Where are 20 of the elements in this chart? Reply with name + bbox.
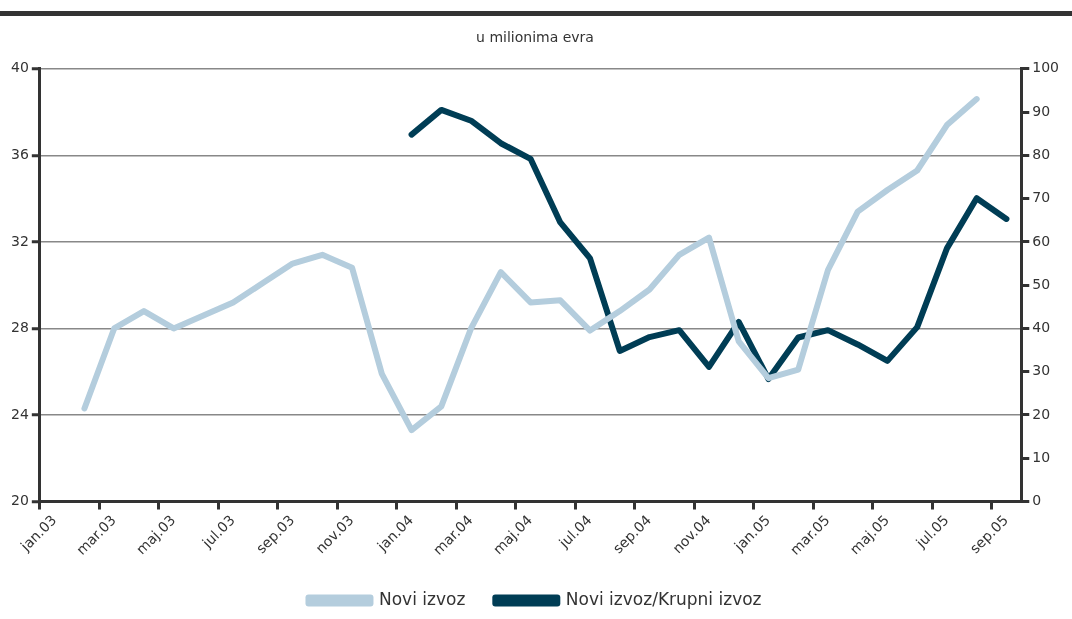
legend-label: Novi izvoz bbox=[378, 588, 466, 609]
y2-tick-label: 90 bbox=[1032, 102, 1051, 119]
y-tick-label: 32 bbox=[10, 232, 29, 249]
y2-tick-label: 80 bbox=[1032, 145, 1051, 162]
y2-tick-label: 30 bbox=[1032, 362, 1051, 379]
y2-tick-label: 20 bbox=[1032, 405, 1051, 422]
y2-tick-label: 70 bbox=[1032, 189, 1051, 206]
y-tick-label: 20 bbox=[10, 492, 29, 509]
y2-tick-label: 40 bbox=[1032, 319, 1051, 336]
y2-tick-label: 0 bbox=[1032, 492, 1042, 509]
y2-tick-label: 10 bbox=[1032, 448, 1051, 465]
y-tick-label: 28 bbox=[10, 319, 29, 336]
y-tick-label: 40 bbox=[10, 59, 29, 76]
legend-label: Novi izvoz/Krupni izvoz bbox=[565, 588, 762, 609]
y2-tick-label: 60 bbox=[1032, 232, 1051, 249]
y2-tick-label: 50 bbox=[1032, 275, 1051, 292]
chart-title: u milionima evra bbox=[476, 29, 594, 46]
y-tick-label: 24 bbox=[10, 405, 29, 422]
y2-tick-label: 100 bbox=[1032, 59, 1060, 76]
y-tick-label: 36 bbox=[10, 145, 29, 162]
